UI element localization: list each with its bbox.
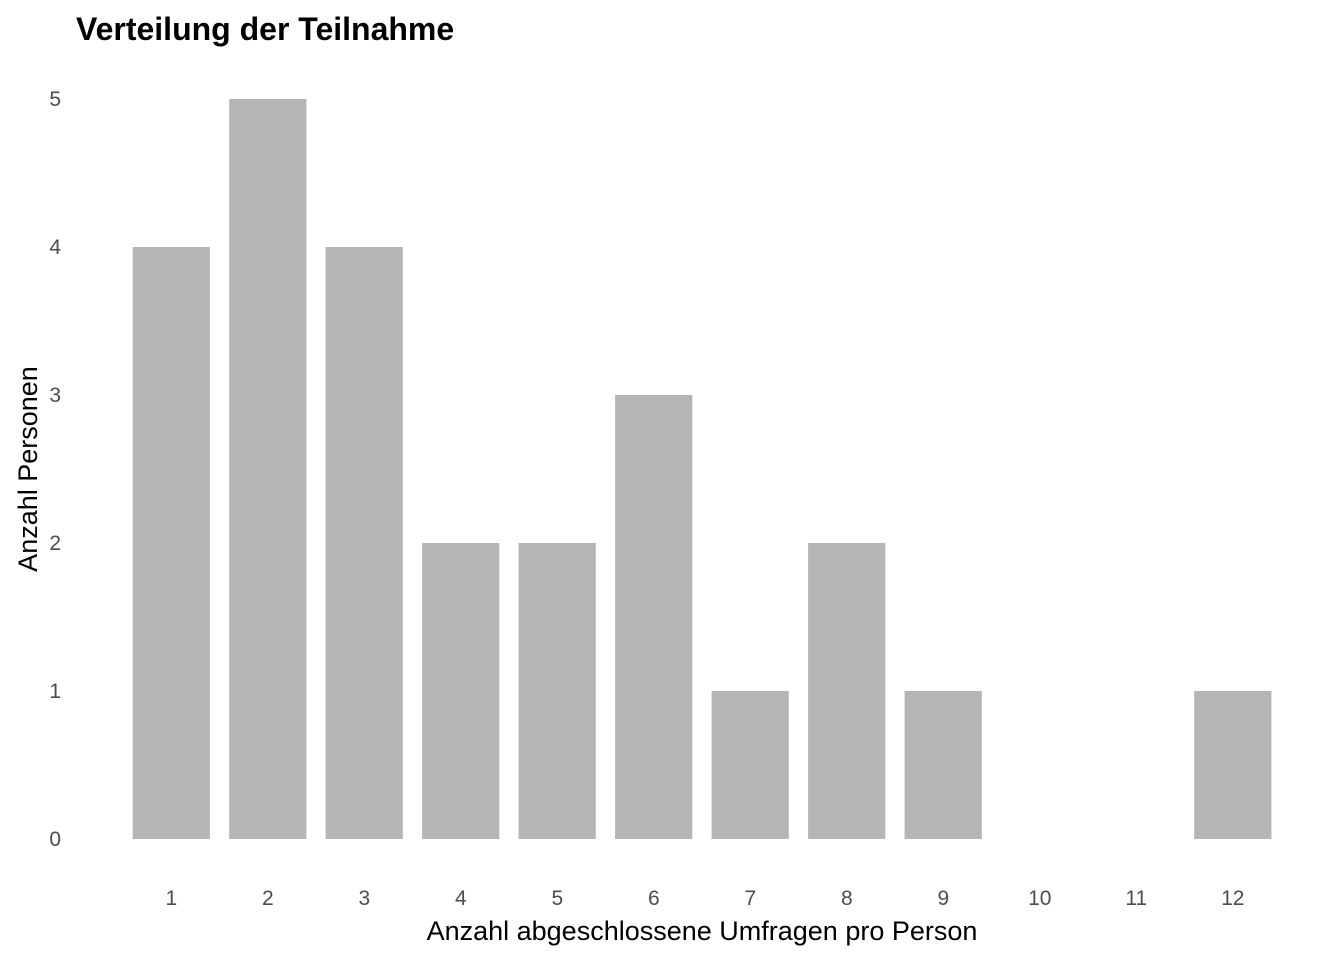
y-tick-label-0: 0	[49, 828, 61, 851]
bar-12	[1194, 691, 1272, 839]
x-tick-label-8: 8	[841, 887, 853, 910]
x-tick-label-12: 12	[1221, 887, 1244, 910]
bars-group	[132, 99, 1272, 839]
bar-2	[229, 99, 307, 839]
x-axis-ticks: 1 2 3 4 5 6 7 8 9 10 11 12	[165, 887, 1244, 910]
bar-4	[422, 543, 500, 839]
x-tick-label-6: 6	[648, 887, 660, 910]
x-tick-label-2: 2	[262, 887, 274, 910]
x-tick-label-7: 7	[744, 887, 756, 910]
bar-6	[615, 395, 693, 839]
x-tick-label-3: 3	[358, 887, 370, 910]
chart-title: Verteilung der Teilnahme	[76, 11, 454, 47]
x-tick-label-4: 4	[455, 887, 467, 910]
bar-7	[711, 691, 789, 839]
x-tick-label-1: 1	[165, 887, 177, 910]
x-tick-label-9: 9	[937, 887, 949, 910]
y-axis-ticks: 0 1 2 3 4 5	[49, 88, 61, 851]
bar-8	[808, 543, 886, 839]
y-tick-label-3: 3	[49, 384, 61, 407]
y-axis-label: Anzahl Personen	[13, 366, 43, 572]
y-tick-label-5: 5	[49, 88, 61, 111]
x-tick-label-11: 11	[1125, 887, 1147, 910]
x-tick-label-5: 5	[551, 887, 563, 910]
bar-1	[132, 247, 210, 839]
y-tick-label-2: 2	[49, 532, 61, 555]
bar-5	[518, 543, 596, 839]
x-tick-label-10: 10	[1028, 887, 1051, 910]
y-tick-label-1: 1	[49, 680, 61, 703]
y-tick-label-4: 4	[49, 236, 61, 259]
bar-9	[904, 691, 982, 839]
x-axis-label: Anzahl abgeschlossene Umfragen pro Perso…	[427, 916, 978, 946]
bar-3	[325, 247, 403, 839]
